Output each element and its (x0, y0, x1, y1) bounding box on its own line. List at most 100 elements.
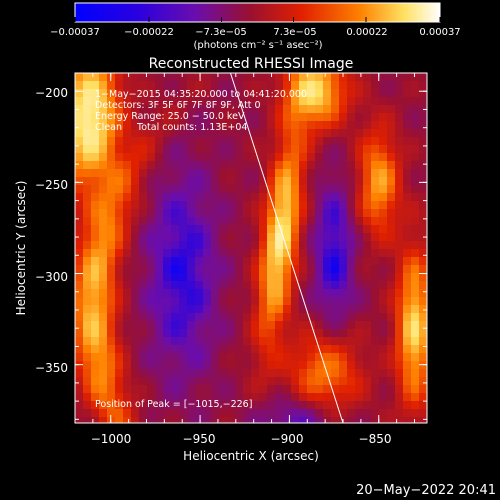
heatmap-cell (219, 73, 228, 82)
heatmap-cell (107, 113, 116, 122)
heatmap-cell (211, 97, 220, 106)
heatmap-cell (171, 377, 180, 386)
heatmap-cell (259, 233, 268, 242)
heatmap-cell (211, 73, 220, 82)
heatmap-cell (91, 145, 100, 154)
heatmap-cell (251, 345, 260, 354)
heatmap-cell (419, 217, 427, 226)
heatmap-cell (147, 145, 156, 154)
heatmap-cell (395, 297, 404, 306)
heatmap-cell (307, 249, 316, 258)
heatmap-cell (355, 297, 364, 306)
heatmap-cell (235, 121, 244, 130)
heatmap-cell (75, 161, 84, 170)
heatmap-cell (75, 233, 84, 242)
heatmap-cell (243, 113, 252, 122)
heatmap-cell (307, 217, 316, 226)
heatmap-cell (323, 161, 332, 170)
peak-position-label: Position of Peak = [−1015,−226] (95, 399, 252, 410)
colorbar-tick-label-2: −7.3e−05 (195, 27, 247, 38)
heatmap-cell (403, 345, 412, 354)
heatmap-cell (347, 97, 356, 106)
heatmap-cell (179, 137, 188, 146)
heatmap-cell (275, 137, 284, 146)
heatmap-cell (91, 361, 100, 370)
heatmap-cell (347, 153, 356, 162)
heatmap-cell (147, 113, 156, 122)
heatmap-cell (211, 81, 220, 90)
heatmap-cell (227, 329, 236, 338)
heatmap-cell (195, 377, 204, 386)
heatmap-cell (371, 217, 380, 226)
heatmap-cell (115, 201, 124, 210)
heatmap-cell (259, 177, 268, 186)
heatmap-cell (323, 377, 332, 386)
heatmap-cell (323, 233, 332, 242)
heatmap-cell (323, 249, 332, 258)
heatmap-cell (219, 401, 228, 410)
heatmap-cell (227, 273, 236, 282)
heatmap-cell (323, 401, 332, 410)
heatmap-cell (331, 401, 340, 410)
heatmap-cell (347, 129, 356, 138)
heatmap-cell (195, 137, 204, 146)
heatmap-cell (275, 217, 284, 226)
heatmap-cell (115, 337, 124, 346)
heatmap-cell (299, 281, 308, 290)
heatmap-cell (163, 129, 172, 138)
heatmap-cell (107, 177, 116, 186)
heatmap-cell (299, 81, 308, 90)
heatmap-cell (363, 249, 372, 258)
heatmap-cell (243, 369, 252, 378)
heatmap-cell (347, 201, 356, 210)
heatmap-cell (403, 89, 412, 98)
heatmap-cell (91, 177, 100, 186)
heatmap-cell (123, 321, 132, 330)
heatmap-cell (83, 289, 92, 298)
heatmap-cell (147, 137, 156, 146)
heatmap-cell (115, 209, 124, 218)
heatmap-cell (131, 257, 140, 266)
heatmap-cell (419, 417, 427, 423)
heatmap-cell (275, 185, 284, 194)
heatmap-cell (147, 417, 156, 423)
heatmap-cell (387, 417, 396, 423)
heatmap-cell (219, 321, 228, 330)
heatmap-cell (283, 321, 292, 330)
heatmap-cell (219, 265, 228, 274)
heatmap-cell (395, 289, 404, 298)
heatmap-cell (195, 97, 204, 106)
heatmap-cell (187, 177, 196, 186)
heatmap-cell (259, 249, 268, 258)
heatmap-cell (155, 121, 164, 130)
heatmap-cell (83, 177, 92, 186)
heatmap-cell (347, 193, 356, 202)
heatmap-cell (83, 145, 92, 154)
heatmap-cell (107, 217, 116, 226)
heatmap-cell (363, 201, 372, 210)
heatmap-cell (235, 217, 244, 226)
heatmap-cell (203, 233, 212, 242)
heatmap-cell (403, 129, 412, 138)
heatmap-cell (187, 345, 196, 354)
heatmap-cell (91, 129, 100, 138)
heatmap-cell (83, 337, 92, 346)
heatmap-cell (307, 161, 316, 170)
heatmap-cell (355, 209, 364, 218)
heatmap-cell (251, 401, 260, 410)
heatmap-cell (419, 209, 427, 218)
heatmap-cell (315, 105, 324, 114)
heatmap-cell (283, 241, 292, 250)
heatmap-cell (363, 329, 372, 338)
heatmap-cell (187, 233, 196, 242)
heatmap-cell (203, 305, 212, 314)
heatmap-cell (91, 289, 100, 298)
heatmap-cell (211, 401, 220, 410)
heatmap-cell (395, 121, 404, 130)
heatmap-cell (203, 257, 212, 266)
heatmap-cell (283, 361, 292, 370)
heatmap-cell (195, 201, 204, 210)
heatmap-cell (99, 313, 108, 322)
heatmap-cell (251, 113, 260, 122)
heatmap-cell (403, 201, 412, 210)
